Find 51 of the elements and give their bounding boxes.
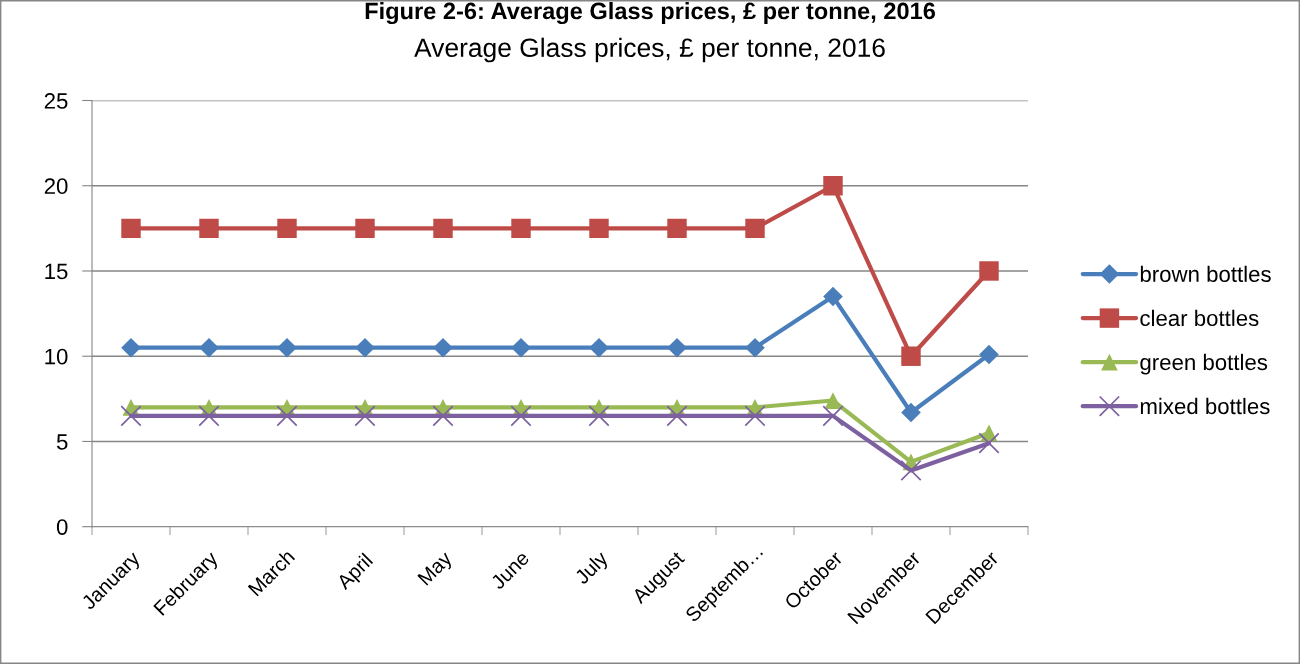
- point: [120, 405, 142, 427]
- point: [823, 286, 843, 307]
- point: [978, 432, 1000, 454]
- point: [199, 337, 219, 358]
- point: [433, 218, 453, 239]
- point: [900, 459, 922, 481]
- y-tick-label: 20: [44, 178, 68, 195]
- point: [199, 218, 219, 239]
- point: [979, 261, 999, 281]
- point: [745, 337, 765, 358]
- x-tick-label: July: [573, 549, 612, 588]
- point: [822, 405, 844, 427]
- point: [745, 218, 765, 239]
- point: [511, 218, 531, 239]
- point: [901, 402, 921, 423]
- y-tick-label: 25: [44, 93, 68, 109]
- point: [979, 344, 999, 365]
- point: [277, 218, 297, 239]
- point: [355, 337, 375, 358]
- point: [276, 405, 298, 427]
- point: [589, 337, 609, 358]
- point: [354, 405, 376, 427]
- point: [433, 337, 453, 358]
- y-tick-label: 5: [56, 434, 68, 450]
- point: [510, 405, 532, 427]
- legend-label: green bottles: [1140, 353, 1268, 375]
- y-tick-label: 0: [56, 519, 68, 535]
- point: [355, 218, 375, 239]
- point: [277, 337, 297, 358]
- legend-label: clear bottles: [1140, 309, 1259, 327]
- point: [666, 405, 688, 427]
- point: [667, 218, 687, 239]
- chart-subtitle: Average Glass prices, £ per tonne, 2016: [414, 37, 885, 63]
- point: [432, 405, 454, 427]
- legend-label: mixed bottles: [1140, 397, 1270, 415]
- point: [744, 405, 766, 427]
- point: [901, 346, 921, 366]
- point: [511, 337, 531, 358]
- point: [589, 218, 609, 239]
- point: [121, 218, 141, 239]
- point: [823, 176, 843, 196]
- chart-title: Figure 2-6: Average Glass prices, £ per tonne, 2016: [365, 2, 936, 25]
- point: [198, 405, 220, 427]
- point: [667, 337, 687, 358]
- y-tick-label: 10: [45, 348, 68, 365]
- legend-label: brown bottles: [1140, 265, 1271, 283]
- x-tick-label: May: [417, 550, 456, 589]
- point: [588, 405, 610, 427]
- point: [121, 337, 141, 358]
- point: [824, 392, 842, 409]
- y-tick-label: 15: [45, 263, 68, 280]
